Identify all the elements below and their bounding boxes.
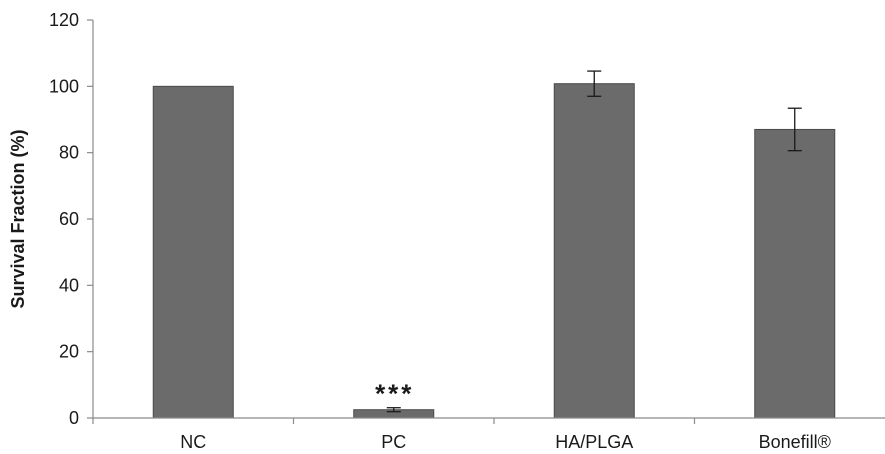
annotations: ***	[375, 379, 414, 409]
error-bar	[386, 407, 401, 413]
significance-label: ***	[375, 379, 414, 409]
error-bar	[787, 107, 802, 152]
bar-nc	[152, 85, 234, 419]
y-tick-label: 0	[69, 408, 79, 428]
y-tick-label: 100	[49, 76, 79, 96]
y-tick-label: 120	[49, 10, 79, 30]
y-axis-ticks: 0 20 40 60 80 100 120	[49, 10, 696, 428]
bars	[152, 83, 836, 419]
error-bars	[386, 70, 802, 413]
y-tick-label: 80	[59, 143, 79, 163]
bar-bonefill	[754, 128, 836, 419]
x-category-label: PC	[381, 432, 406, 452]
x-category-label: Bonefill®	[759, 432, 831, 452]
x-category-label: HA/PLGA	[555, 432, 633, 452]
x-category-label: NC	[180, 432, 206, 452]
error-bar	[587, 70, 602, 97]
y-tick-label: 40	[59, 275, 79, 295]
y-tick-label: 60	[59, 209, 79, 229]
x-axis-labels: NC PC HA/PLGA Bonefill®	[180, 432, 831, 452]
bar-ha-plga	[553, 83, 635, 419]
y-axis-title: Survival Fraction (%)	[8, 129, 28, 308]
y-tick-label: 20	[59, 342, 79, 362]
